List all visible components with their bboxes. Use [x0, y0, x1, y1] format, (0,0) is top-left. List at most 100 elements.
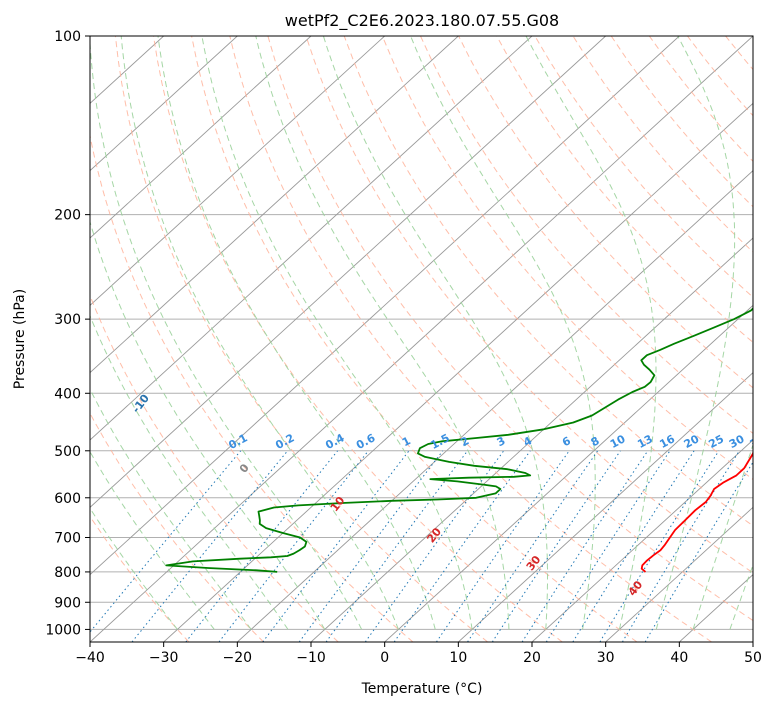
- x-tick-label: 50: [744, 650, 762, 666]
- mixing-ratio-line: [599, 450, 720, 642]
- y-tick-label: 600: [54, 491, 81, 507]
- mixing-ratio-label: 25: [706, 432, 726, 451]
- mixing-ratio-label: 20: [682, 432, 702, 451]
- isotherm-line: [90, 36, 312, 239]
- mixing-ratio-line: [298, 450, 444, 642]
- isotherm-line: [237, 170, 753, 642]
- dry-adiabat-line: [725, 36, 753, 71]
- mixing-ratio-label: 3: [495, 434, 508, 449]
- isotherm-line: [90, 36, 533, 441]
- moist-adiabat-line: [655, 36, 736, 630]
- y-tick-label: 1000: [45, 622, 81, 638]
- y-tick-label: 800: [54, 565, 81, 581]
- moist-adiabat-line: [157, 36, 436, 630]
- moist-adiabat-line: [90, 450, 215, 630]
- dry-adiabat-line: [90, 515, 190, 642]
- isotherm-line: [90, 36, 606, 508]
- isotherm-line: [90, 36, 753, 642]
- dry-adiabat-label: 30: [524, 553, 544, 573]
- moist-adiabat-line: [322, 36, 548, 630]
- dry-adiabat-line: [229, 36, 712, 642]
- x-tick-label: 0: [380, 650, 389, 666]
- y-tick-label: 400: [54, 386, 81, 402]
- dry-adiabat-line: [764, 36, 775, 642]
- isotherm-line: [310, 237, 753, 642]
- mixing-ratio-label: 1: [400, 434, 413, 449]
- moist-adiabat-line: [410, 36, 596, 630]
- chart-title: wetPf2_C2E6.2023.180.07.55.G08: [285, 11, 559, 31]
- x-tick-label: −40: [75, 650, 105, 666]
- mixing-ratio-line: [435, 450, 570, 642]
- mixing-ratio-label: 10: [608, 432, 628, 451]
- dry-adiabat-line: [458, 36, 753, 389]
- dry-adiabat-line: [572, 36, 753, 253]
- mixing-ratio-label: 13: [635, 432, 655, 451]
- mixing-ratio-line: [90, 450, 242, 633]
- dry-adiabat-line: [267, 36, 753, 622]
- x-tick-label: −10: [296, 650, 326, 666]
- mixing-ratio-label: 0.1: [226, 431, 249, 452]
- mixing-ratio-line: [521, 450, 649, 642]
- dry-adiabat-line: [153, 36, 563, 642]
- mixing-ratio-line: [621, 450, 740, 642]
- isotherm-line: [90, 36, 680, 576]
- moist-adiabat-line: [120, 36, 399, 630]
- isotherm-line: [90, 36, 238, 172]
- y-tick-label: 500: [54, 444, 81, 460]
- y-tick-label: 900: [54, 595, 81, 611]
- dry-adiabat-line: [648, 36, 753, 163]
- mixing-ratio-line: [185, 450, 338, 642]
- isotherm-line: [90, 36, 459, 374]
- temperature-profile-line: [640, 448, 753, 573]
- dry-adiabat-line: [114, 36, 488, 642]
- mixing-ratio-line: [131, 450, 288, 642]
- dry-adiabat-line: [305, 36, 753, 574]
- dry-adiabat-label: -10: [130, 392, 153, 416]
- moist-adiabat-line: [729, 563, 753, 630]
- y-tick-label: 300: [54, 312, 81, 328]
- mixing-ratio-label: 30: [727, 432, 747, 451]
- moist-adiabat-line: [90, 36, 363, 630]
- dry-adiabat-line: [687, 36, 753, 117]
- isotherm-line: [531, 439, 753, 642]
- mixing-ratio-line: [572, 450, 695, 642]
- mixing-ratio-line: [467, 450, 599, 642]
- moist-adiabat-line: [90, 507, 178, 630]
- moist-adiabat-line: [90, 387, 252, 630]
- mixing-ratio-line: [393, 450, 531, 642]
- dry-adiabat-line: [90, 133, 414, 642]
- x-tick-label: 20: [523, 650, 541, 666]
- y-tick-label: 700: [54, 531, 81, 547]
- isotherm-line: [605, 506, 753, 642]
- isotherm-line: [90, 36, 385, 306]
- dry-adiabat-line: [381, 36, 753, 481]
- y-tick-label: 100: [54, 29, 81, 45]
- x-axis-label: Temperature (°C): [361, 681, 483, 697]
- mixing-ratio-label: 36: [748, 432, 768, 451]
- x-tick-label: −20: [223, 650, 253, 666]
- moist-adiabat-line: [90, 314, 289, 630]
- mixing-ratio-line: [262, 450, 410, 642]
- dry-adiabat-line: [343, 36, 753, 527]
- dewpoint-profile-line: [165, 307, 753, 573]
- y-tick-label: 200: [54, 208, 81, 224]
- moist-adiabat-line: [255, 36, 510, 630]
- y-axis-label: Pressure (hPa): [12, 289, 28, 389]
- moist-adiabat-line: [525, 36, 657, 630]
- mixing-ratio-label: 16: [657, 432, 677, 451]
- x-tick-label: 10: [449, 650, 467, 666]
- mixing-ratio-label: 0.6: [354, 431, 378, 452]
- moist-adiabat-line: [201, 36, 473, 630]
- isotherm-line: [752, 641, 753, 642]
- dry-adiabat-line: [90, 294, 339, 642]
- mixing-ratio-label: 4: [521, 434, 534, 449]
- isotherm-line: [458, 372, 753, 642]
- dry-adiabat-line: [534, 36, 753, 298]
- dry-adiabat-line: [90, 412, 264, 642]
- moist-adiabat-line: [692, 443, 753, 630]
- dry-adiabat-line: [191, 36, 638, 642]
- x-tick-label: 30: [597, 650, 615, 666]
- mixing-ratio-line: [644, 461, 753, 642]
- mixing-ratio-label: 6: [560, 434, 573, 449]
